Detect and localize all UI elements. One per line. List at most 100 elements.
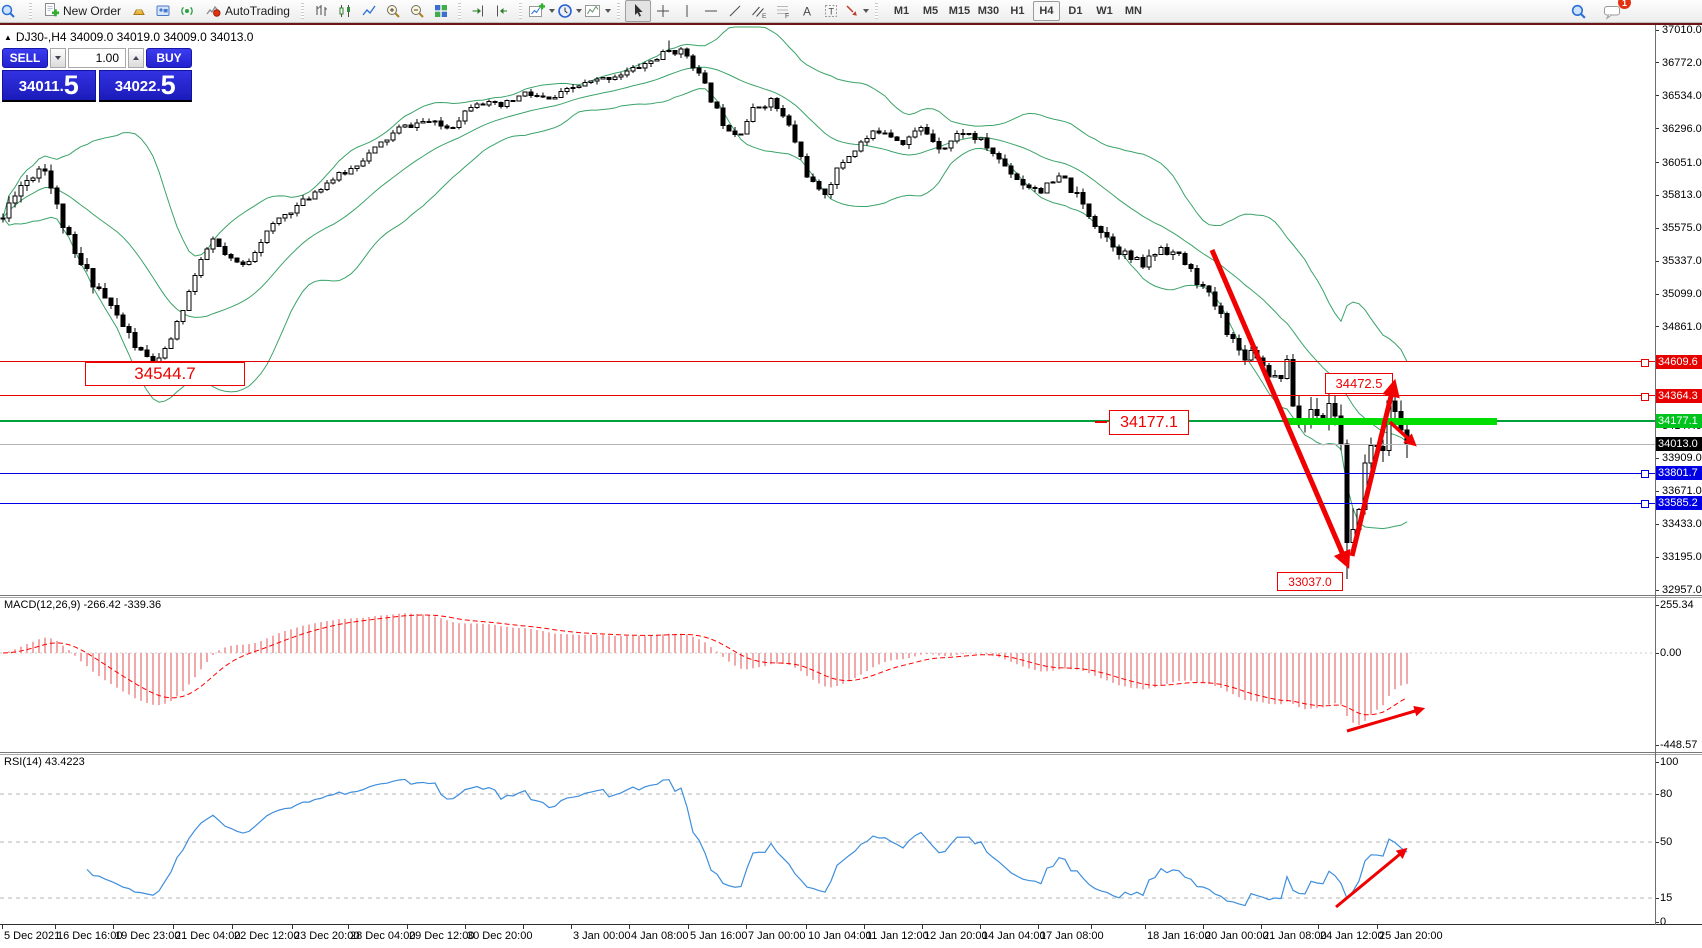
timeframe-m1[interactable]: M1: [893, 5, 910, 17]
channel-tool[interactable]: E: [747, 1, 771, 21]
search-icon[interactable]: [1566, 1, 1590, 21]
symbol-ohlc-text: DJ30-,H4 34009.0 34019.0 34009.0 34013.0: [15, 30, 254, 44]
sell-button[interactable]: SELL: [2, 48, 48, 68]
price-annotation[interactable]: 34177.1: [1109, 410, 1189, 435]
level-price-label: 33801.7: [1656, 466, 1702, 481]
svg-text:T: T: [828, 7, 834, 17]
gold-icon[interactable]: [127, 1, 151, 21]
date-label: 3 Jan 00:00: [573, 930, 631, 942]
candlestick-chart-icon[interactable]: [333, 1, 357, 21]
toolbar-grip: [616, 3, 620, 19]
timeframe-mn[interactable]: MN: [1124, 5, 1142, 17]
price-tick-label: 33433.0: [1662, 518, 1702, 531]
horizontal-line-tool[interactable]: [699, 1, 723, 21]
price-tick: [1655, 128, 1659, 130]
chart-shift-icon[interactable]: [490, 1, 514, 21]
price-tick: [1655, 260, 1659, 262]
hline-34013[interactable]: [0, 443, 1655, 445]
date-tick: [746, 925, 747, 929]
text-tool[interactable]: A: [795, 1, 819, 21]
price-tick-label: 36772.0: [1662, 56, 1702, 69]
autotrading-button[interactable]: AutoTrading: [199, 1, 296, 21]
macd-panel-divider[interactable]: [0, 595, 1702, 596]
data-window-icon[interactable]: [151, 1, 175, 21]
price-tick: [1655, 194, 1659, 196]
period-dropdown-arrow: [575, 9, 582, 13]
zoom-out-icon[interactable]: [405, 1, 429, 21]
line-chart-icon[interactable]: [357, 1, 381, 21]
fibonacci-tool[interactable]: F: [771, 1, 795, 21]
price-annotation[interactable]: 34472.5: [1325, 373, 1393, 394]
line-handle[interactable]: [1641, 470, 1649, 479]
support-band[interactable]: [1287, 417, 1497, 425]
line-handle[interactable]: [1641, 392, 1649, 401]
timeframe-d1[interactable]: D1: [1068, 5, 1083, 17]
cursor-tool[interactable]: [624, 0, 651, 22]
date-label: 24 Jan 12:00: [1320, 930, 1384, 942]
period-clock-icon[interactable]: [556, 1, 583, 21]
timeframe-m5[interactable]: M5: [922, 5, 939, 17]
template-icon[interactable]: [583, 1, 612, 21]
spinner-up-icon: [133, 56, 139, 60]
arrows-tool[interactable]: [843, 1, 870, 21]
volume-decrease-button[interactable]: [50, 48, 66, 68]
date-tick: [980, 925, 981, 929]
sell-price-display[interactable]: 34011. 5: [2, 70, 96, 102]
volume-increase-button[interactable]: [128, 48, 144, 68]
date-tick: [1377, 925, 1378, 929]
toolbar-divider: [0, 23, 1702, 25]
collapse-icon[interactable]: ▲: [4, 32, 12, 42]
timeframe-m30[interactable]: M30: [977, 5, 1000, 17]
hline-34177.1[interactable]: [0, 420, 1655, 423]
new-order-button[interactable]: New Order: [37, 1, 127, 21]
buy-price-display[interactable]: 34022. 5: [98, 70, 192, 102]
zoom-in-icon[interactable]: [381, 1, 405, 21]
price-tick: [1655, 523, 1659, 525]
notifications-chat-icon[interactable]: 1: [1600, 0, 1631, 21]
line-handle[interactable]: [1641, 500, 1649, 509]
hline-34609.6[interactable]: [0, 361, 1655, 363]
price-annotation[interactable]: 33037.0: [1277, 572, 1343, 591]
date-label: 22 Dec 12:00: [234, 930, 300, 942]
line-handle[interactable]: [1641, 358, 1649, 367]
indicators-icon[interactable]: [527, 1, 556, 21]
rsi-panel-divider[interactable]: [0, 752, 1702, 753]
trendline-tool[interactable]: [723, 1, 747, 21]
timeframe-m15[interactable]: M15: [948, 5, 971, 17]
toolbar-grip: [874, 3, 878, 19]
broadcast-icon[interactable]: [175, 1, 199, 21]
svg-text:E: E: [762, 13, 767, 19]
date-label: 16 Dec 16:00: [57, 930, 123, 942]
price-tick-label: 36296.0: [1662, 122, 1702, 135]
volume-input[interactable]: 1.00: [68, 48, 126, 68]
timeframe-h4[interactable]: H4: [1032, 1, 1060, 21]
level-price-label: 34177.1: [1656, 414, 1702, 429]
price-tick: [1655, 589, 1659, 591]
price-tick: [1655, 162, 1659, 163]
hline-33801.7[interactable]: [0, 472, 1655, 474]
price-axis[interactable]: [1655, 25, 1656, 925]
bar-chart-icon[interactable]: [309, 1, 333, 21]
date-tick: [629, 925, 630, 929]
crosshair-tool[interactable]: [651, 1, 675, 21]
price-tick: [1655, 29, 1659, 31]
date-label: 5 Dec 2021: [4, 930, 61, 942]
toolbar-grip: [300, 3, 304, 19]
text-label-tool[interactable]: T: [819, 1, 843, 21]
price-annotation[interactable]: 34544.7: [85, 362, 245, 386]
tile-windows-icon[interactable]: [429, 1, 453, 21]
timeframe-w1[interactable]: W1: [1096, 5, 1113, 17]
buy-button[interactable]: BUY: [146, 48, 192, 68]
auto-scroll-icon[interactable]: [466, 1, 490, 21]
date-label: 29 Dec 12:00: [409, 930, 475, 942]
date-label: 21 Dec 04:00: [175, 930, 241, 942]
symbol-header[interactable]: ▲ DJ30-,H4 34009.0 34019.0 34009.0 34013…: [4, 30, 253, 44]
arrows-dropdown-arrow: [862, 9, 869, 13]
timeframe-h1[interactable]: H1: [1010, 5, 1025, 17]
macd-tick: [1655, 652, 1659, 654]
hline-34364.3[interactable]: [0, 395, 1655, 397]
vertical-line-tool[interactable]: [675, 1, 699, 21]
date-tick: [1091, 925, 1092, 929]
hline-33585.2[interactable]: [0, 502, 1655, 504]
